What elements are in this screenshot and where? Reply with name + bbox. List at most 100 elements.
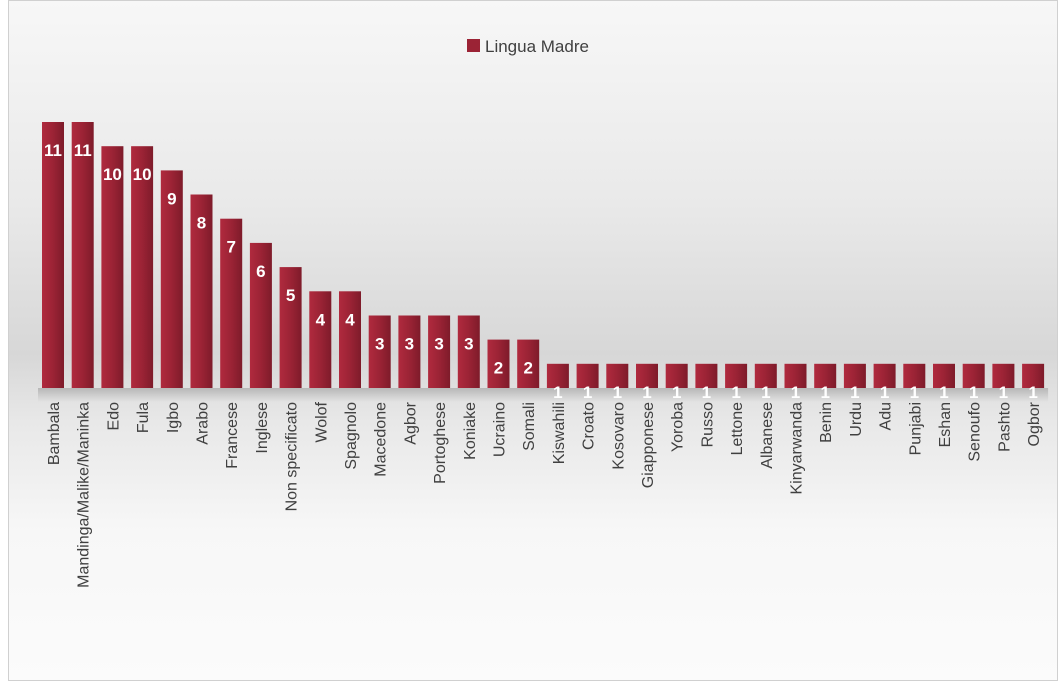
data-label-10: 4 — [345, 310, 355, 329]
category-label-22: Russo — [699, 402, 716, 447]
data-label-20: 1 — [642, 383, 651, 402]
bar-5 — [190, 194, 213, 388]
category-label-29: Punjabi — [907, 402, 924, 455]
category-label-12: Agbor — [402, 401, 419, 444]
category-label-7: Inglese — [254, 402, 271, 454]
data-label-17: 1 — [553, 383, 562, 402]
category-label-4: Igbo — [165, 402, 182, 433]
bar-0 — [42, 122, 64, 388]
category-label-14: Koniake — [462, 402, 479, 460]
bar-31 — [962, 363, 985, 388]
bar-24 — [754, 363, 777, 388]
data-label-29: 1 — [910, 383, 919, 402]
data-label-30: 1 — [939, 383, 948, 402]
bar-27 — [843, 363, 866, 388]
bar-30 — [933, 363, 955, 388]
data-label-25: 1 — [791, 383, 800, 402]
data-label-9: 4 — [316, 310, 326, 329]
data-label-28: 1 — [880, 383, 889, 402]
category-label-24: Albanese — [759, 402, 776, 469]
category-label-15: Ucraino — [492, 402, 509, 457]
bar-9 — [309, 291, 332, 388]
bar-8 — [279, 267, 302, 388]
data-label-7: 6 — [256, 262, 265, 281]
data-label-21: 1 — [672, 383, 681, 402]
data-label-5: 8 — [197, 214, 206, 233]
category-label-11: Macedone — [373, 402, 390, 477]
data-label-16: 2 — [523, 359, 532, 378]
data-label-2: 10 — [103, 165, 122, 184]
category-label-18: Croato — [581, 402, 598, 450]
bar-1 — [71, 122, 94, 388]
category-label-8: Non specificato — [284, 402, 301, 511]
data-label-23: 1 — [731, 383, 740, 402]
bar-20 — [636, 363, 658, 388]
data-label-27: 1 — [850, 383, 859, 402]
category-label-1: Mandinga/Malike/Maninka — [76, 402, 93, 588]
category-label-9: Wolof — [313, 401, 330, 442]
category-label-17: Kiswahili — [551, 402, 568, 464]
category-label-28: Adu — [878, 402, 895, 430]
data-label-22: 1 — [702, 383, 711, 402]
bar-12 — [398, 315, 421, 388]
bar-25 — [784, 363, 807, 388]
bar-17 — [546, 363, 569, 388]
category-label-19: Kosovaro — [610, 402, 627, 470]
category-label-25: Kinyarwanda — [789, 402, 806, 495]
category-label-3: Fula — [135, 402, 152, 433]
category-label-21: Yoroba — [670, 402, 687, 452]
data-label-33: 1 — [1028, 383, 1037, 402]
category-label-2: Edo — [105, 402, 122, 431]
bar-6 — [220, 218, 243, 388]
bar-28 — [873, 363, 896, 388]
bar-22 — [695, 363, 718, 388]
bar-15 — [487, 339, 510, 388]
bar-13 — [428, 315, 451, 388]
bar-21 — [665, 363, 688, 388]
bar-23 — [725, 363, 748, 388]
data-label-11: 3 — [375, 335, 384, 354]
data-label-26: 1 — [820, 383, 829, 402]
category-label-30: Eshan — [937, 402, 954, 447]
data-label-14: 3 — [464, 335, 473, 354]
data-label-32: 1 — [999, 383, 1008, 402]
category-label-5: Arabo — [195, 402, 212, 445]
category-label-32: Pashto — [996, 402, 1013, 452]
data-label-13: 3 — [434, 335, 443, 354]
bar-29 — [903, 363, 926, 388]
bar-3 — [131, 146, 154, 388]
bar-16 — [517, 339, 540, 388]
legend-swatch-lingua-madre — [467, 39, 480, 52]
bar-19 — [606, 363, 629, 388]
bar-2 — [101, 146, 124, 388]
legend-label-lingua-madre: Lingua Madre — [485, 37, 589, 56]
bar-4 — [160, 170, 183, 388]
category-label-27: Urdu — [848, 402, 865, 437]
category-label-0: Bambala — [46, 402, 63, 465]
data-label-6: 7 — [226, 238, 235, 257]
data-label-12: 3 — [405, 335, 414, 354]
data-label-18: 1 — [583, 383, 592, 402]
data-label-0: 11 — [44, 141, 62, 160]
data-label-31: 1 — [969, 383, 978, 402]
category-label-6: Francese — [224, 402, 241, 469]
bar-10 — [339, 291, 361, 388]
bar-11 — [368, 315, 391, 388]
data-label-15: 2 — [494, 359, 503, 378]
category-label-23: Lettone — [729, 402, 746, 455]
category-label-26: Benin — [818, 402, 835, 443]
data-label-8: 5 — [286, 286, 295, 305]
data-label-24: 1 — [761, 383, 770, 402]
bar-32 — [992, 363, 1015, 388]
legend: Lingua Madre — [467, 37, 589, 56]
category-label-16: Somali — [521, 402, 538, 451]
bar-33 — [1022, 363, 1045, 388]
bar-14 — [457, 315, 480, 388]
bar-7 — [249, 242, 272, 388]
category-label-13: Portoghese — [432, 402, 449, 484]
data-label-4: 9 — [167, 189, 176, 208]
category-label-10: Spagnolo — [343, 402, 360, 470]
data-label-19: 1 — [613, 383, 622, 402]
category-label-20: Giapponese — [640, 402, 657, 488]
